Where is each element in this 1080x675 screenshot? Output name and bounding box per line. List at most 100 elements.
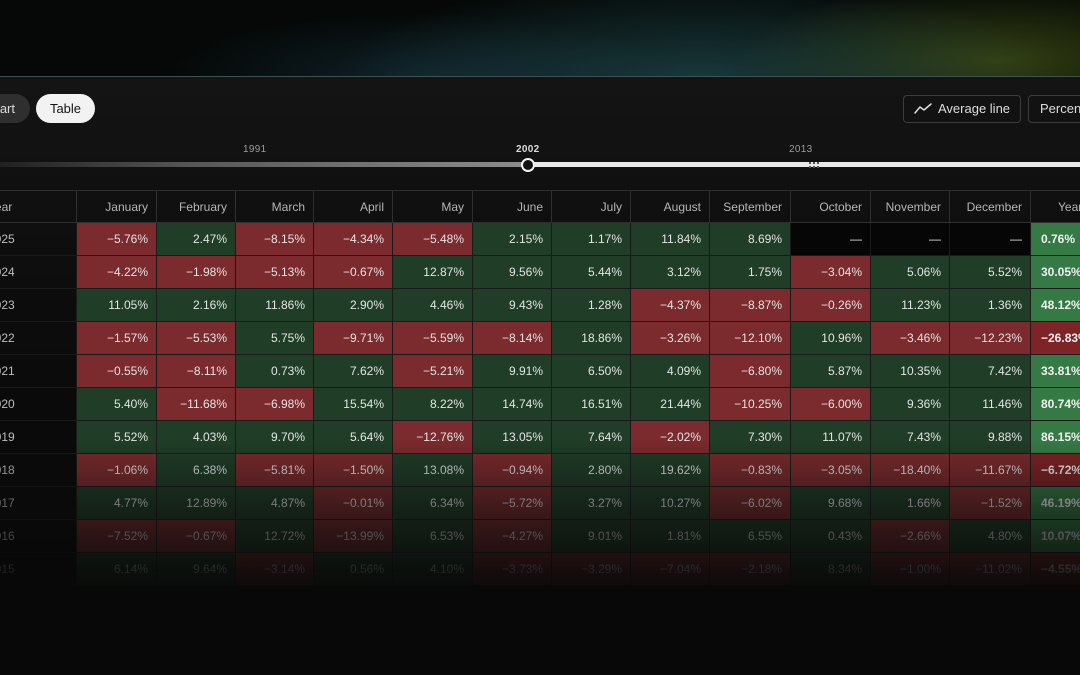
monthly-return-cell: −0.83% — [709, 453, 791, 487]
timeline-handle[interactable] — [521, 158, 535, 172]
monthly-return-cell: −5.53% — [156, 321, 236, 355]
column-header-june[interactable]: June — [472, 190, 552, 223]
tab-table[interactable]: Table — [36, 94, 95, 123]
monthly-return-cell: 9.43% — [472, 288, 552, 322]
monthly-return-cell: −3.29% — [551, 552, 631, 586]
monthly-return-cell: −3.73% — [472, 552, 552, 586]
timeline-track-past[interactable] — [0, 162, 528, 167]
column-header-october[interactable]: October — [790, 190, 871, 223]
monthly-return-cell: −2.66% — [870, 519, 950, 553]
column-header-year-total[interactable]: Year — [1030, 190, 1080, 223]
column-header-february[interactable]: February — [156, 190, 236, 223]
row-year: 2016 — [0, 519, 77, 553]
monthly-return-cell: 0.43% — [790, 519, 871, 553]
monthly-return-cell: −1.06% — [76, 453, 157, 487]
column-header-april[interactable]: April — [313, 190, 393, 223]
yearly-return-cell: −26.83% — [1030, 321, 1080, 355]
monthly-return-cell: 13.05% — [472, 420, 552, 454]
range-grip-icon[interactable] — [809, 162, 819, 168]
monthly-return-cell: 2.47% — [156, 222, 236, 256]
column-header-march[interactable]: March — [235, 190, 314, 223]
monthly-return-cell: 6.14% — [76, 552, 157, 586]
monthly-return-cell: −1.50% — [313, 453, 393, 487]
column-header-november[interactable]: November — [870, 190, 950, 223]
monthly-return-cell: −4.22% — [76, 255, 157, 289]
monthly-return-cell: 4.09% — [630, 354, 710, 388]
monthly-return-cell: 11.23% — [870, 288, 950, 322]
monthly-return-cell: 4.80% — [949, 519, 1031, 553]
row-year: 2023 — [0, 288, 77, 322]
monthly-return-cell: 8.22% — [392, 387, 473, 421]
column-header-september[interactable]: September — [709, 190, 791, 223]
monthly-return-cell: −7.04% — [630, 552, 710, 586]
table-row: 20205.40%−11.68%−6.98%15.54%8.22%14.74%1… — [0, 387, 1080, 421]
row-year: 2024 — [0, 255, 77, 289]
monthly-return-cell: 4.46% — [392, 288, 473, 322]
yearly-return-cell: 86.15% — [1030, 420, 1080, 454]
monthly-return-cell: 4.03% — [156, 420, 236, 454]
column-header-july[interactable]: July — [551, 190, 631, 223]
monthly-return-cell: −7.52% — [76, 519, 157, 553]
monthly-return-cell: 9.70% — [235, 420, 314, 454]
monthly-return-cell: −12.76% — [392, 420, 473, 454]
monthly-return-cell: −5.59% — [392, 321, 473, 355]
monthly-returns-table: YearJanuaryFebruaryMarchAprilMayJuneJuly… — [0, 190, 1080, 586]
monthly-return-cell: 5.52% — [76, 420, 157, 454]
monthly-return-cell: 0.73% — [235, 354, 314, 388]
monthly-return-cell: 7.42% — [949, 354, 1031, 388]
monthly-return-cell: 7.62% — [313, 354, 393, 388]
monthly-return-cell: −6.02% — [709, 486, 791, 520]
yearly-return-cell: 30.05% — [1030, 255, 1080, 289]
monthly-return-cell: 9.56% — [472, 255, 552, 289]
monthly-return-cell: 6.53% — [392, 519, 473, 553]
monthly-return-cell: — — [949, 222, 1031, 256]
monthly-return-cell: −5.76% — [76, 222, 157, 256]
monthly-return-cell: 19.62% — [630, 453, 710, 487]
table-row: 20156.14%9.64%−3.14%0.56%4.10%−3.73%−3.2… — [0, 552, 1080, 586]
monthly-return-cell: −12.23% — [949, 321, 1031, 355]
timeline-tick-2013: 2013 — [789, 144, 813, 155]
monthly-return-cell: 11.07% — [790, 420, 871, 454]
monthly-return-cell: 5.06% — [870, 255, 950, 289]
table-row: 2024−4.22%−1.98%−5.13%−0.67%12.87%9.56%5… — [0, 255, 1080, 289]
percentage-button[interactable]: Percentage — [1028, 95, 1080, 123]
row-year: 2018 — [0, 453, 77, 487]
column-header-august[interactable]: August — [630, 190, 710, 223]
percentage-label: Percentage — [1040, 101, 1080, 116]
monthly-return-cell: −3.05% — [790, 453, 871, 487]
monthly-return-cell: −5.81% — [235, 453, 314, 487]
column-header-year[interactable]: Year — [0, 190, 77, 223]
monthly-return-cell: 1.17% — [551, 222, 631, 256]
monthly-return-cell: −13.99% — [313, 519, 393, 553]
monthly-return-cell: 10.96% — [790, 321, 871, 355]
column-header-may[interactable]: May — [392, 190, 473, 223]
header-backdrop — [0, 0, 1080, 77]
monthly-return-cell: 5.52% — [949, 255, 1031, 289]
row-year: 2021 — [0, 354, 77, 388]
monthly-return-cell: 6.50% — [551, 354, 631, 388]
monthly-return-cell: 9.01% — [551, 519, 631, 553]
tab-chart[interactable]: Chart — [0, 94, 30, 123]
monthly-return-cell: 2.16% — [156, 288, 236, 322]
table-row: 2021−0.55%−8.11%0.73%7.62%−5.21%9.91%6.5… — [0, 354, 1080, 388]
table-header-row: YearJanuaryFebruaryMarchAprilMayJuneJuly… — [0, 190, 1080, 223]
monthly-return-cell: −8.11% — [156, 354, 236, 388]
monthly-return-cell: −6.80% — [709, 354, 791, 388]
monthly-return-cell: −9.71% — [313, 321, 393, 355]
timeline-selected-year: 2002 — [516, 144, 540, 155]
column-header-december[interactable]: December — [949, 190, 1031, 223]
monthly-return-cell: 10.27% — [630, 486, 710, 520]
monthly-return-cell: 7.64% — [551, 420, 631, 454]
yearly-return-cell: −4.55% — [1030, 552, 1080, 586]
monthly-return-cell: 12.87% — [392, 255, 473, 289]
monthly-return-cell: 11.46% — [949, 387, 1031, 421]
timeline-track-range[interactable] — [528, 162, 1080, 167]
monthly-return-cell: 0.56% — [313, 552, 393, 586]
monthly-return-cell: 1.28% — [551, 288, 631, 322]
yearly-return-cell: 33.81% — [1030, 354, 1080, 388]
monthly-return-cell: −8.15% — [235, 222, 314, 256]
column-header-january[interactable]: January — [76, 190, 157, 223]
monthly-return-cell: −4.34% — [313, 222, 393, 256]
monthly-return-cell: 12.72% — [235, 519, 314, 553]
average-line-button[interactable]: Average line — [903, 95, 1021, 123]
